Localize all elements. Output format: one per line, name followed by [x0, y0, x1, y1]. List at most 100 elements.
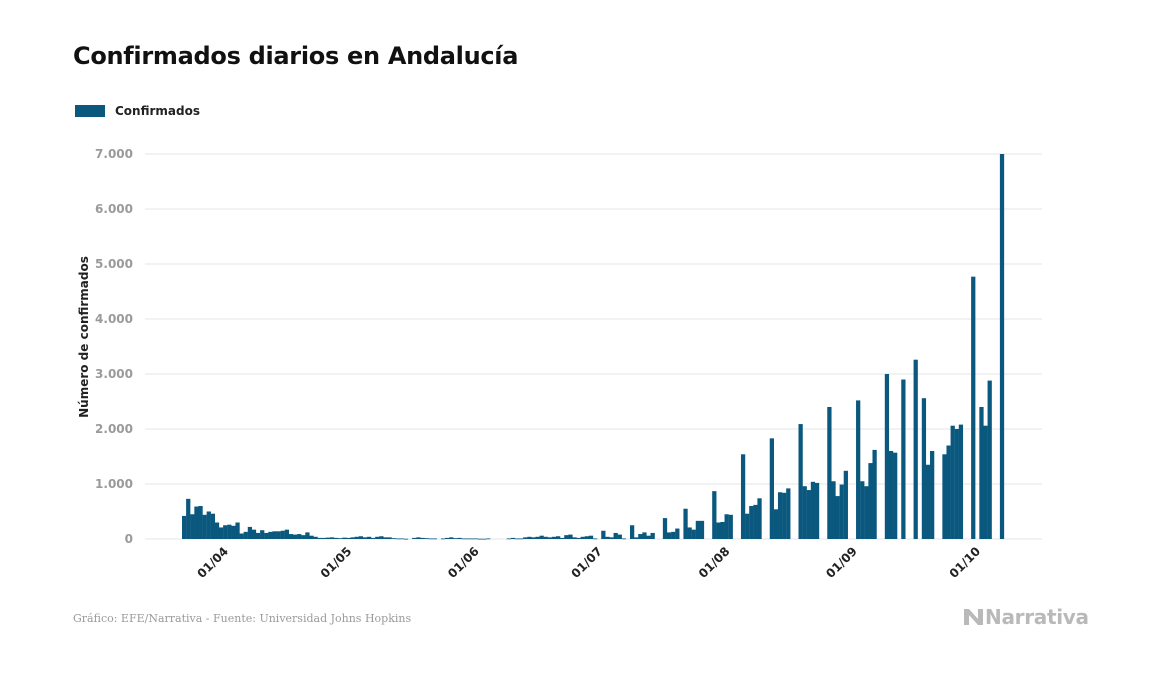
bar — [839, 484, 844, 539]
bar — [954, 429, 959, 539]
legend-label: Confirmados — [115, 104, 200, 118]
bar — [572, 537, 577, 539]
bar — [288, 534, 294, 539]
bar — [264, 532, 269, 539]
bar — [432, 538, 437, 540]
bar — [486, 538, 491, 540]
y-tick-label: 5.000 — [95, 257, 133, 271]
bar — [539, 535, 544, 539]
bar — [202, 514, 207, 539]
narrativa-logo-icon — [964, 609, 983, 625]
bar — [465, 538, 470, 540]
bar — [194, 506, 199, 539]
bar — [728, 514, 733, 539]
bar — [198, 506, 203, 539]
bar — [482, 538, 487, 540]
bar — [617, 534, 622, 539]
bar — [519, 538, 524, 540]
gridlines — [145, 153, 1042, 540]
bar — [835, 496, 840, 539]
bar — [477, 538, 483, 540]
bar — [535, 536, 540, 539]
bar — [634, 537, 639, 539]
x-tick-labels: 01/04 01/05 01/06 01/07 01/08 01/09 01/10 — [194, 544, 983, 581]
bar — [457, 537, 462, 539]
x-tick-label: 01/06 — [445, 544, 482, 581]
bar — [346, 537, 351, 539]
bar — [950, 425, 955, 539]
bar — [510, 537, 516, 539]
bar — [971, 276, 976, 539]
bar — [523, 537, 528, 539]
bar — [391, 538, 396, 539]
bar — [942, 454, 947, 539]
y-tick-label: 1.000 — [95, 477, 133, 491]
bar — [921, 398, 927, 539]
bar — [182, 515, 187, 539]
bar — [613, 532, 618, 539]
bar — [638, 534, 643, 539]
bar — [325, 537, 331, 540]
bar — [568, 534, 573, 539]
bar — [395, 538, 400, 540]
bar — [416, 537, 421, 539]
bar — [235, 522, 240, 539]
bar — [584, 536, 590, 539]
bar — [662, 518, 668, 539]
bar — [371, 537, 376, 539]
bar — [888, 451, 894, 539]
narrativa-logo: Narrativa — [963, 605, 1089, 629]
x-tick-label: 01/10 — [947, 544, 984, 581]
bar — [428, 538, 433, 540]
bar — [593, 538, 598, 540]
bar — [798, 424, 803, 539]
bar — [399, 538, 405, 540]
y-tick-label: 7.000 — [95, 147, 133, 161]
bar — [987, 380, 992, 539]
bar — [231, 525, 236, 539]
bar — [856, 400, 861, 539]
bar — [366, 536, 372, 539]
bar — [424, 538, 429, 539]
bar — [999, 154, 1005, 539]
bar — [473, 538, 479, 540]
bar — [276, 531, 281, 539]
bar — [239, 533, 244, 539]
bar — [445, 537, 450, 539]
bar — [358, 536, 363, 539]
source-note: Gráfico: EFE/Narrativa - Fuente: Univers… — [73, 612, 412, 625]
bar — [687, 527, 692, 539]
bar — [268, 531, 273, 539]
bar — [469, 538, 474, 540]
bar — [350, 537, 355, 539]
narrativa-logo-text: Narrativa — [985, 605, 1089, 629]
bar — [247, 526, 253, 539]
bar — [354, 536, 359, 539]
bar — [342, 537, 347, 540]
bar — [329, 537, 335, 539]
bar — [753, 504, 758, 539]
bar — [749, 506, 754, 539]
bar — [745, 513, 750, 539]
bar — [218, 527, 224, 539]
bar — [831, 481, 836, 539]
bar — [461, 538, 466, 540]
bar — [305, 532, 310, 539]
bar — [786, 488, 791, 539]
bar — [666, 532, 672, 539]
bar — [868, 463, 873, 539]
bar — [913, 359, 918, 539]
bar — [280, 530, 285, 539]
bar — [740, 454, 746, 539]
bar — [547, 537, 553, 539]
bar — [843, 470, 848, 539]
bar — [773, 509, 779, 539]
bar — [551, 536, 557, 539]
legend-swatch — [75, 105, 105, 117]
bar — [646, 535, 651, 539]
bar — [362, 537, 368, 539]
bar — [260, 530, 265, 539]
bar — [695, 520, 701, 539]
bar — [621, 538, 627, 540]
